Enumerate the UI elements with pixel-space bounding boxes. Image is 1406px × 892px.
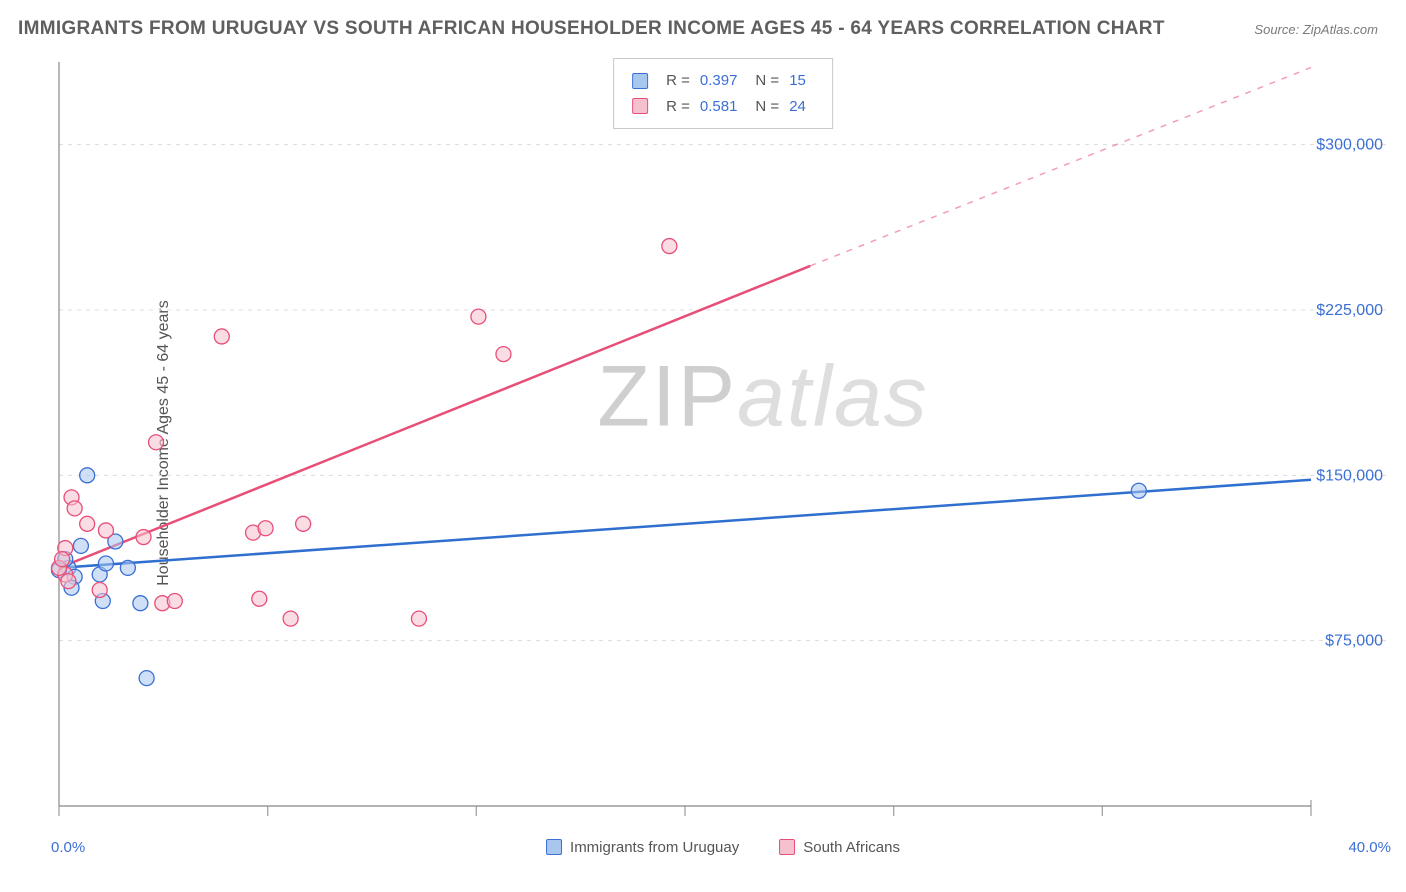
- x-ticks: [59, 806, 1311, 816]
- trend-lines: [59, 68, 1311, 568]
- legend-swatch: [632, 98, 648, 114]
- r-value: 0.581: [700, 94, 738, 120]
- n-value: 24: [789, 94, 806, 120]
- legend-swatch: [632, 73, 648, 89]
- chart-title: IMMIGRANTS FROM URUGUAY VS SOUTH AFRICAN…: [18, 18, 1165, 40]
- scatter-plot-svg: $75,000 $150,000 $225,000 $300,000: [55, 58, 1391, 828]
- legend-swatch: [779, 839, 795, 855]
- series-legend-item: South Africans: [779, 839, 900, 856]
- r-label: R =: [666, 68, 690, 94]
- svg-text:$300,000: $300,000: [1316, 137, 1383, 154]
- n-label: N =: [755, 68, 779, 94]
- r-label: R =: [666, 94, 690, 120]
- series-legend-item: Immigrants from Uruguay: [546, 839, 739, 856]
- stats-legend-row: R = 0.581 N = 24: [632, 94, 814, 120]
- source-name: ZipAtlas.com: [1303, 22, 1378, 37]
- x-min-label: 0.0%: [51, 839, 85, 856]
- svg-text:$150,000: $150,000: [1316, 467, 1383, 484]
- stats-legend: R = 0.397 N = 15 R = 0.581 N = 24: [613, 58, 833, 129]
- y-tick-labels: $75,000 $150,000 $225,000 $300,000: [1316, 137, 1383, 650]
- legend-swatch: [546, 839, 562, 855]
- gridlines: [59, 145, 1391, 641]
- stats-legend-row: R = 0.397 N = 15: [632, 68, 814, 94]
- r-value: 0.397: [700, 68, 738, 94]
- n-label: N =: [755, 94, 779, 120]
- source-attribution: Source: ZipAtlas.com: [1254, 22, 1378, 37]
- plot-area: Householder Income Ages 45 - 64 years ZI…: [55, 58, 1391, 828]
- series-legend-label: Immigrants from Uruguay: [570, 839, 739, 856]
- svg-text:$75,000: $75,000: [1325, 633, 1383, 650]
- scatter-points: [52, 239, 1147, 686]
- series-legend-label: South Africans: [803, 839, 900, 856]
- series-legend: Immigrants from Uruguay South Africans: [546, 839, 900, 856]
- n-value: 15: [789, 68, 806, 94]
- source-label: Source:: [1254, 22, 1299, 37]
- svg-text:$225,000: $225,000: [1316, 302, 1383, 319]
- x-max-label: 40.0%: [1348, 839, 1391, 856]
- axes: [59, 62, 1311, 816]
